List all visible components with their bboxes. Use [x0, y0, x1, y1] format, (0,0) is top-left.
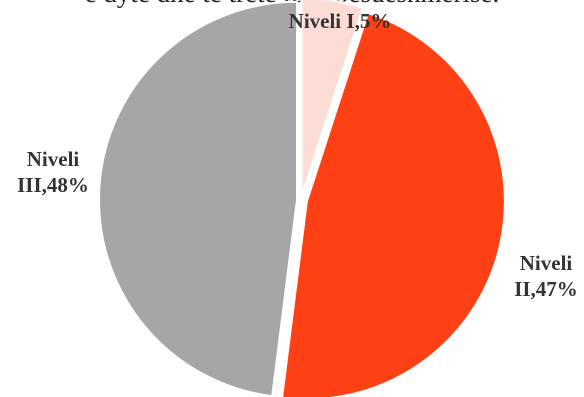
pie-slice-niveli-ii — [281, 11, 506, 397]
data-label-line: III,48% — [17, 173, 89, 197]
pie-slice-niveli-iii — [98, 0, 299, 397]
data-label-line: II,47% — [514, 277, 578, 301]
data-label-line: Niveli I,5% — [289, 9, 392, 33]
pie-slice-niveli-i — [300, 0, 365, 197]
data-label-niveli-i: Niveli I,5% — [289, 9, 392, 33]
data-label-line: Niveli — [27, 147, 80, 171]
data-label-line: Niveli — [520, 251, 573, 275]
data-label-niveli-iii: Niveli III,48% — [17, 147, 89, 197]
data-label-niveli-ii: Niveli II,47% — [514, 251, 578, 301]
pie-slices — [98, 0, 506, 397]
pie-labels: Niveli I,5%Niveli II,47%Niveli III,48% — [17, 9, 578, 301]
